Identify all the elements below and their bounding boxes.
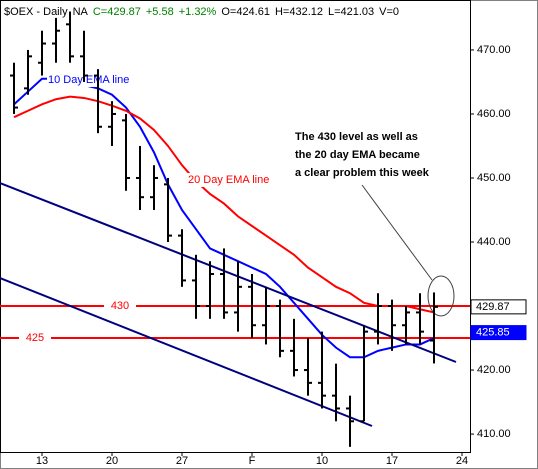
x-tick-label: 13 (36, 455, 48, 467)
series-label-bg (187, 173, 267, 187)
y-tick-label: 460.00 (477, 108, 511, 120)
x-tick-label: 20 (106, 455, 118, 467)
x-tick-label: F (249, 455, 256, 467)
y-tick-label: 420.00 (477, 364, 511, 376)
header-item: O=424.61 (221, 6, 270, 18)
ema-line (13, 95, 435, 314)
header-item: C=429.87 (93, 6, 141, 18)
series-label-bg (47, 73, 127, 87)
level-label: 425 (26, 332, 44, 344)
header-item: NA (73, 6, 89, 18)
trend-line (0, 182, 457, 363)
series-label: 10 Day EMA line (48, 74, 129, 86)
annotation-text: the 20 day EMA became (295, 149, 420, 161)
header-item: L=421.03 (328, 6, 374, 18)
level-label-bg (104, 298, 136, 314)
x-tick-label: 17 (386, 455, 398, 467)
series-label: 20 Day EMA line (188, 174, 269, 186)
x-tick-label: 27 (176, 455, 188, 467)
header: $OEX - Daily NA C=429.87 +5.58 +1.32% O=424.6… (4, 6, 399, 18)
annotation-ellipse (427, 275, 455, 317)
level-label: 430 (111, 300, 129, 312)
lines-layer: 430 425 10 Day EMA line 20 Day EMA line (0, 73, 470, 359)
header-item: H=432.12 (275, 6, 323, 18)
y-tick-label: 410.00 (477, 428, 511, 440)
price-tag (470, 299, 527, 315)
y-tick-label: 470.00 (477, 44, 511, 56)
level-label-bg (19, 330, 51, 346)
header-item: +1.32% (179, 6, 217, 18)
header-item: +5.58 (146, 6, 174, 18)
y-tick-label: 450.00 (477, 172, 511, 184)
header-item: V=0 (379, 6, 399, 18)
plot-border (0, 0, 471, 453)
header-item: $OEX - Daily (4, 6, 68, 18)
annotation-text: The 430 level as well as (295, 131, 418, 143)
bars-layer (10, 11, 438, 447)
trend-line (0, 277, 373, 427)
annotation-text: a clear problem this week (295, 167, 430, 179)
y-tick-label: 440.00 (477, 236, 511, 248)
price-tag-label: 429.87 (476, 301, 510, 313)
x-tick-label: 10 (316, 455, 328, 467)
annotation-arrow (361, 184, 433, 281)
x-tick-label: 24 (456, 455, 468, 467)
price-tag (470, 325, 527, 341)
price-tag-label: 425.85 (476, 327, 510, 339)
